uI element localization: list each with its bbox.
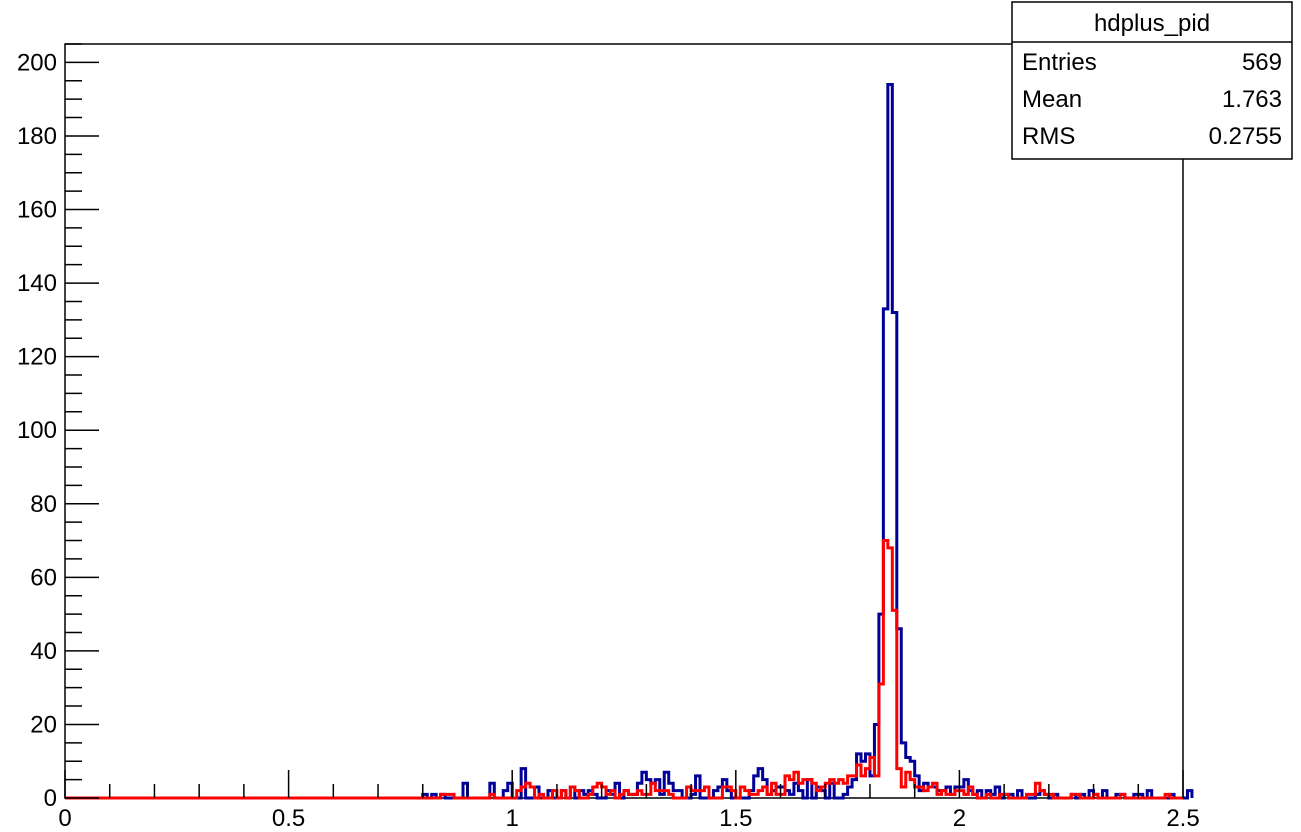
axis-layer: 0 0.5 1 1.5 2 2.5 0 20 40 60 80 100 120 140 160 180 200	[17, 43, 1200, 832]
y-tick-label: 60	[30, 564, 57, 591]
stats-box-title: hdplus_pid	[1094, 10, 1210, 37]
x-tick-label: 2.5	[1166, 805, 1199, 832]
y-tick-label: 20	[30, 711, 57, 738]
x-tick-label: 1.5	[719, 805, 752, 832]
x-tick-label: 2	[953, 805, 966, 832]
x-tick-label: 0.5	[272, 805, 305, 832]
x-tick-label: 1	[506, 805, 519, 832]
y-tick-label: 140	[17, 270, 57, 297]
y-tick-label: 40	[30, 638, 57, 665]
y-tick-label: 0	[44, 785, 57, 812]
stats-label-entries: Entries	[1022, 49, 1097, 76]
stats-value-mean: 1.763	[1222, 86, 1282, 113]
y-tick-label: 200	[17, 49, 57, 76]
x-tick-label: 0	[58, 805, 71, 832]
series-line-0	[421, 82, 1194, 800]
stats-value-entries: 569	[1242, 49, 1282, 76]
stats-label-mean: Mean	[1022, 86, 1082, 113]
series-line-1	[422, 539, 1172, 800]
stats-box: hdplus_pid Entries 569 Mean 1.763 RMS 0.2755	[1011, 1, 1293, 160]
y-tick-label: 100	[17, 417, 57, 444]
stats-value-rms: 0.2755	[1209, 123, 1282, 150]
y-tick-label: 80	[30, 491, 57, 518]
y-tick-label: 180	[17, 123, 57, 150]
series-layer	[65, 82, 1194, 800]
y-tick-label: 160	[17, 197, 57, 224]
stats-label-rms: RMS	[1022, 123, 1075, 150]
y-tick-label: 120	[17, 344, 57, 371]
stats-box-frame	[1011, 1, 1293, 160]
